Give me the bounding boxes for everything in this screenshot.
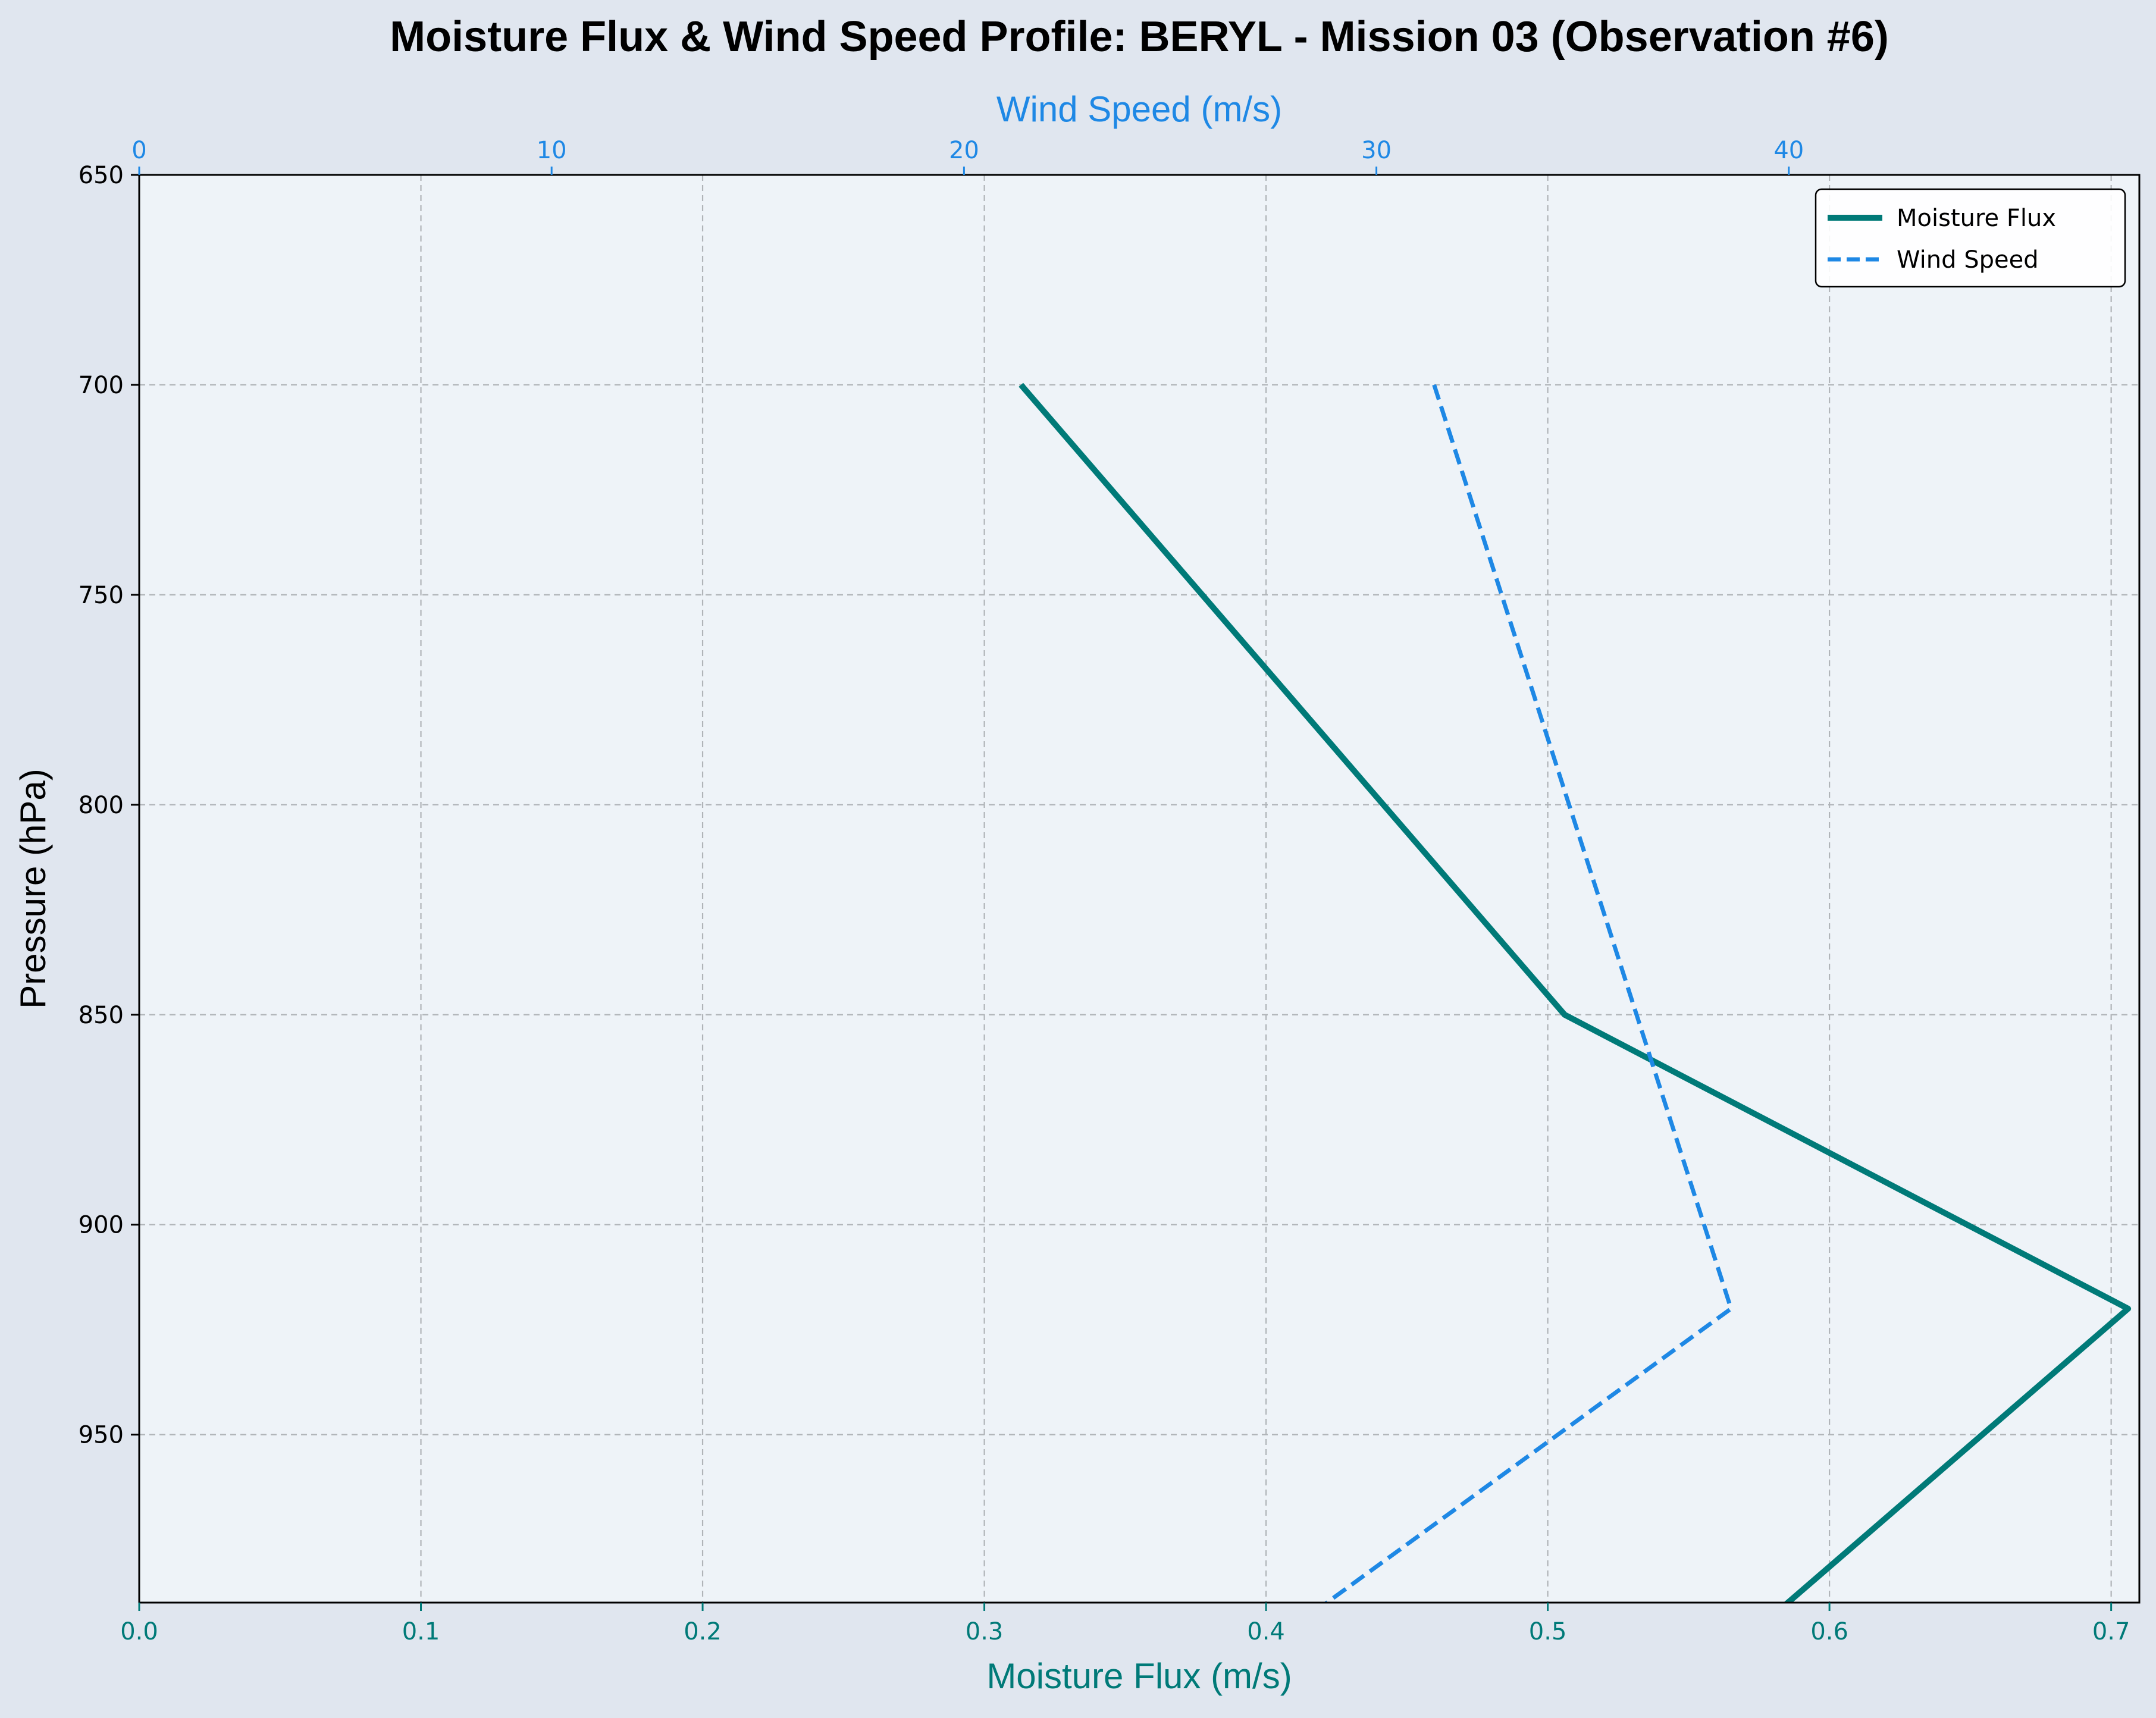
y-tick-label: 750 [79, 582, 124, 609]
legend-box [1815, 188, 2126, 288]
series-layer [1019, 383, 2132, 1603]
y-tick-label: 950 [79, 1422, 124, 1449]
x-tick-label: 0.7 [2092, 1618, 2130, 1645]
x-tick-label: 0.3 [966, 1618, 1004, 1645]
top-x-tick-label: 40 [1773, 137, 1804, 164]
top-x-tick-label: 30 [1361, 137, 1392, 164]
top-x-tick-label: 0 [131, 137, 146, 164]
legend-label: Wind Speed [1897, 246, 2039, 274]
x-tick-label: 0.0 [120, 1618, 158, 1645]
y-axis-label: Pressure (hPa) [13, 769, 53, 1008]
plot-frame [138, 174, 2141, 1604]
x-tick-label: 0.5 [1529, 1618, 1567, 1645]
ticks: 650 700 750 800 850 900 950 0.0 0.1 0.2 0.3 0.4 0.5 0… [79, 137, 2130, 1645]
top-x-axis-label: Wind Speed (m/s) [996, 89, 1282, 129]
top-x-tick-label: 10 [537, 137, 567, 164]
grid [139, 175, 2139, 1603]
x-tick-label: 0.1 [402, 1618, 440, 1645]
x-axis-label: Moisture Flux (m/s) [986, 1656, 1292, 1696]
y-tick-label: 700 [79, 372, 124, 399]
x-tick-label: 0.4 [1247, 1618, 1285, 1645]
top-x-tick-label: 20 [949, 137, 979, 164]
chart-title: Moisture Flux & Wind Speed Profile: BERY… [390, 13, 1889, 61]
series-line-wind-speed [1323, 384, 1734, 1603]
series-line-moisture-flux [1019, 383, 2132, 1603]
y-tick-label: 650 [79, 162, 124, 189]
y-tick-label: 850 [79, 1002, 124, 1029]
y-tick-label: 800 [79, 792, 124, 819]
plot-area [139, 175, 2139, 1603]
x-tick-label: 0.2 [684, 1618, 722, 1645]
y-tick-label: 900 [79, 1212, 124, 1239]
legend-label: Moisture Flux [1897, 205, 2056, 232]
legend: Moisture Flux Wind Speed [1815, 188, 2126, 288]
x-tick-label: 0.6 [1810, 1618, 1848, 1645]
